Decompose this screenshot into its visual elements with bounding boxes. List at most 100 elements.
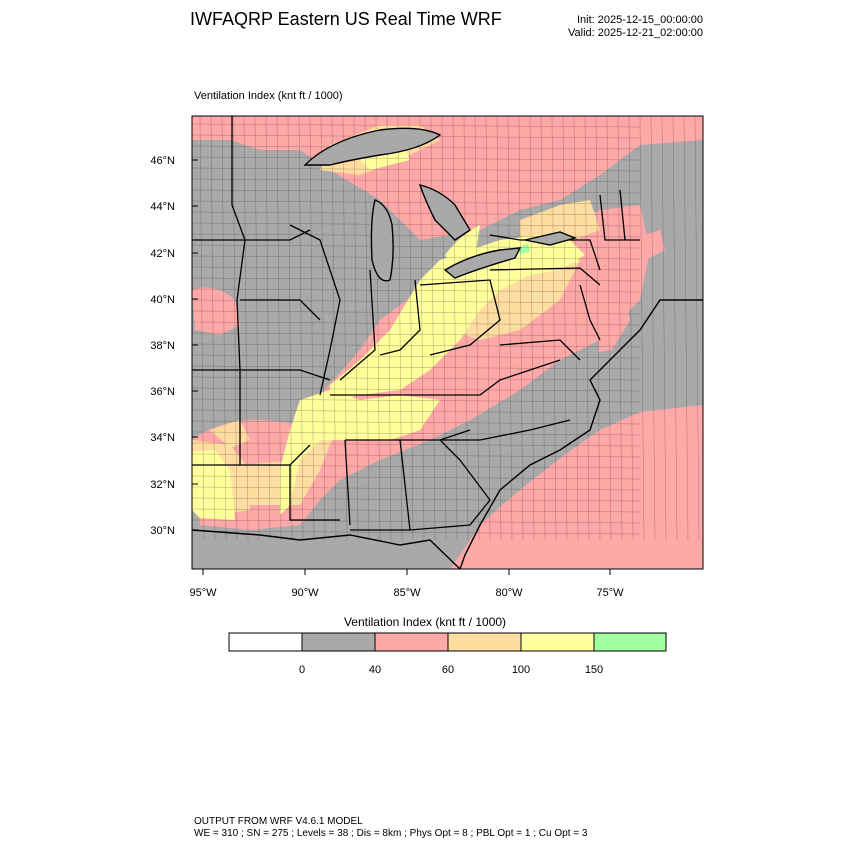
county-line xyxy=(540,116,546,541)
lat-label: 44°N xyxy=(150,201,175,213)
county-line xyxy=(192,211,641,216)
county-line xyxy=(507,116,513,541)
county-line xyxy=(192,420,641,425)
map-frame xyxy=(191,115,704,570)
county-line xyxy=(430,116,436,541)
county-line xyxy=(232,116,238,541)
county-line xyxy=(397,116,403,541)
county-line xyxy=(192,442,641,447)
county-line xyxy=(192,519,641,524)
model-info: OUTPUT FROM WRF V4.6.1 MODEL xyxy=(194,816,363,827)
lat-label: 34°N xyxy=(150,432,175,444)
colorbar-tick-label: 40 xyxy=(369,664,381,676)
colorbar-tick-label: 60 xyxy=(442,664,454,676)
county-line xyxy=(265,116,271,541)
county-line xyxy=(650,116,656,541)
county-line xyxy=(694,116,700,541)
coastline xyxy=(192,529,461,569)
county-line xyxy=(192,486,641,491)
county-line xyxy=(562,116,568,541)
county-line xyxy=(192,277,641,282)
lat-label: 36°N xyxy=(150,386,175,398)
county-line xyxy=(192,321,641,326)
county-line xyxy=(408,116,414,541)
county-line xyxy=(529,116,535,541)
county-line xyxy=(364,116,370,541)
county-line xyxy=(192,387,641,392)
state-borders xyxy=(192,116,640,531)
lat-label: 30°N xyxy=(150,525,175,537)
county-line xyxy=(192,167,641,172)
index-above-150-region xyxy=(518,244,530,254)
county-line xyxy=(192,266,641,271)
county-line xyxy=(595,116,601,541)
county-line xyxy=(210,116,216,541)
field-label: Ventilation Index (knt ft / 1000) xyxy=(194,90,343,102)
county-line xyxy=(192,178,641,183)
county-line xyxy=(192,354,641,359)
county-line xyxy=(192,398,641,403)
county-line xyxy=(192,343,641,348)
lat-label: 46°N xyxy=(150,155,175,167)
county-line xyxy=(353,116,359,541)
lat-label: 32°N xyxy=(150,479,175,491)
county-line xyxy=(192,244,641,249)
county-line xyxy=(192,189,641,194)
county-line xyxy=(386,116,392,541)
county-line xyxy=(441,116,447,541)
colorbar-bin xyxy=(593,632,667,652)
county-line xyxy=(192,530,641,535)
county-line xyxy=(192,200,641,205)
county-line xyxy=(309,116,315,541)
county-line xyxy=(192,376,641,381)
county-line xyxy=(672,116,678,541)
county-line xyxy=(628,116,634,541)
colorbar: 0 40 60 100 150 xyxy=(228,632,667,676)
lat-axis: 46°N 44°N 42°N 40°N 38°N 36°N 34°N 32°N … xyxy=(150,155,198,537)
colorbar-bin xyxy=(374,632,449,652)
colorbar-bin xyxy=(447,632,522,652)
county-line xyxy=(192,222,641,227)
lat-label: 42°N xyxy=(150,248,175,260)
lat-label: 38°N xyxy=(150,340,175,352)
county-line xyxy=(683,116,689,541)
lon-label: 95°W xyxy=(189,587,217,599)
lon-label: 85°W xyxy=(393,587,421,599)
valid-time: Valid: 2025-12-21_02:00:00 xyxy=(568,27,703,39)
county-line xyxy=(551,116,557,541)
lon-label: 75°W xyxy=(596,587,624,599)
county-line xyxy=(192,431,641,436)
county-line xyxy=(254,116,260,541)
lat-label: 40°N xyxy=(150,294,175,306)
county-line xyxy=(375,116,381,541)
county-line xyxy=(320,116,326,541)
lon-axis: 95°W 90°W 85°W 80°W 75°W xyxy=(189,569,624,599)
county-line xyxy=(573,116,579,541)
county-line xyxy=(192,255,641,260)
lon-label: 90°W xyxy=(291,587,319,599)
great-lakes xyxy=(303,127,578,282)
colorbar-tick-label: 150 xyxy=(585,664,603,676)
county-line xyxy=(192,365,641,370)
county-line xyxy=(192,156,641,161)
county-line xyxy=(192,497,641,502)
county-line xyxy=(192,123,641,128)
county-line xyxy=(221,116,227,541)
lon-label: 80°W xyxy=(495,587,523,599)
county-line xyxy=(584,116,590,541)
county-line xyxy=(298,116,304,541)
county-line xyxy=(452,116,458,541)
county-line xyxy=(287,116,293,541)
county-line xyxy=(518,116,524,541)
county-line xyxy=(199,116,205,541)
county-line xyxy=(192,508,641,513)
colorbar-tick-label: 100 xyxy=(512,664,530,676)
coastline xyxy=(459,299,703,569)
colorbar-bin xyxy=(228,632,303,652)
colorbar-title: Ventilation Index (knt ft / 1000) xyxy=(343,615,507,629)
county-line xyxy=(617,116,623,541)
model-config: WE = 310 ; SN = 275 ; Levels = 38 ; Dis … xyxy=(194,828,588,839)
county-line xyxy=(661,116,667,541)
county-line xyxy=(496,116,502,541)
